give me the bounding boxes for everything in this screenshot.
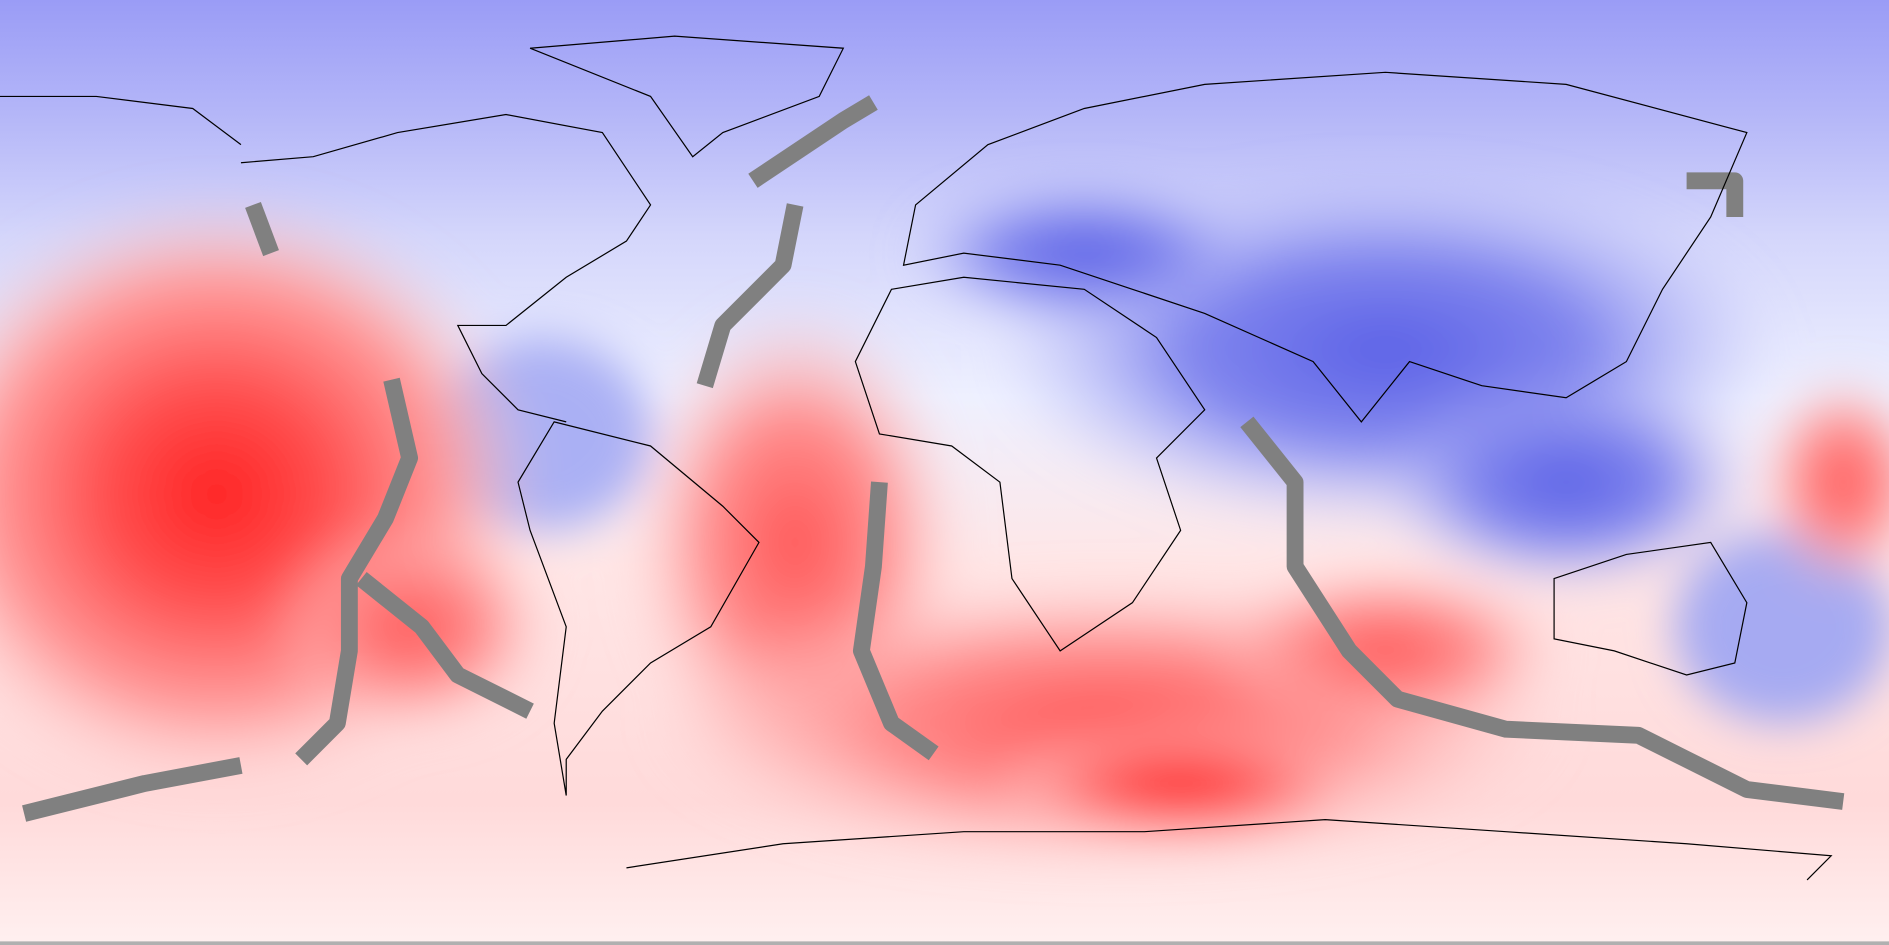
antarctica [626,819,1833,881]
australia [1553,541,1748,676]
coastlines [0,35,1833,881]
north-america [240,113,652,423]
africa [854,276,1206,652]
ridge [295,377,419,766]
red-anomaly [1758,373,1889,591]
ridge [852,481,939,761]
blue-anomaly [1373,373,1759,591]
south-america [517,421,760,796]
anomaly-blobs [0,168,1889,868]
masked-ridges [22,95,1845,822]
ridge [1240,416,1845,810]
alaska [0,95,242,146]
bottom-edge [0,941,1889,945]
greenland [529,35,845,158]
ridge [356,571,534,719]
ridge [1686,172,1744,217]
ridge [748,95,878,188]
red-anomaly [1204,566,1567,736]
ridge [696,203,804,389]
red-anomaly [987,723,1374,844]
blue-anomaly [903,180,1265,326]
ridge [245,201,279,257]
ridge [22,757,243,822]
eurasia [902,71,1748,423]
